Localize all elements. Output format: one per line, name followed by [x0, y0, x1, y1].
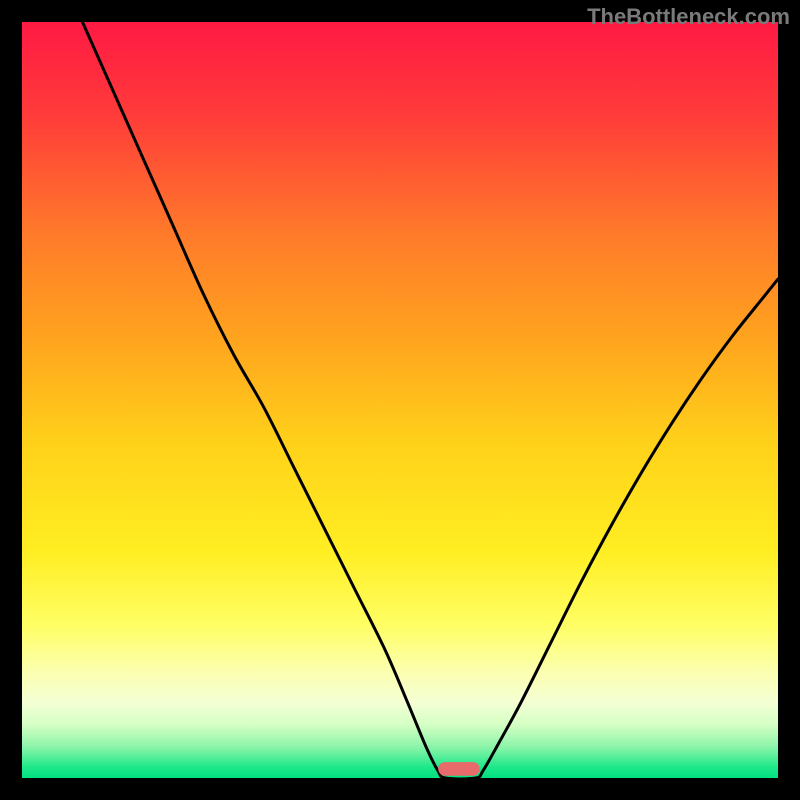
chart-svg	[0, 0, 800, 800]
optimal-range-marker	[438, 762, 480, 776]
watermark-text: TheBottleneck.com	[587, 4, 790, 30]
plot-background	[22, 22, 778, 778]
chart-container: TheBottleneck.com	[0, 0, 800, 800]
